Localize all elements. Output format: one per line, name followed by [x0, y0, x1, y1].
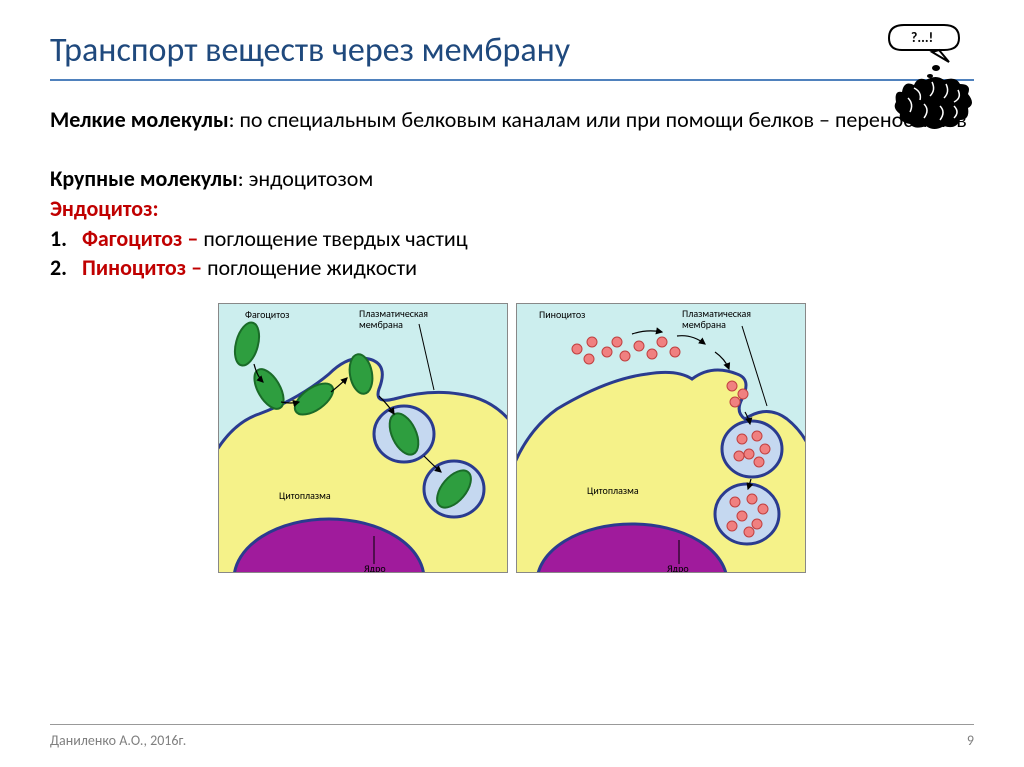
footer-page-number: 9 — [967, 732, 974, 749]
label-pino-title: Пиноцитоз — [539, 308, 585, 321]
num-1: 1. — [50, 224, 82, 254]
label-phago-nucleus: Ядро — [364, 562, 386, 573]
slide-title: Транспорт веществ через мембрану — [50, 30, 974, 71]
content-block: Мелкие молекулы: по специальным белковым… — [50, 105, 974, 283]
label-pino-cytoplasm: Цитоплазма — [587, 484, 639, 497]
footer-divider — [50, 724, 974, 725]
list-item-1: 1. Фагоцитоз – поглощение твердых частиц — [50, 224, 974, 254]
large-label: Крупные молекулы — [50, 165, 238, 192]
num-2: 2. — [50, 253, 82, 283]
svg-text:?...!: ?...! — [911, 29, 933, 46]
brain-think-icon: ?...! — [884, 20, 984, 130]
label-pino-nucleus: Ядро — [667, 562, 689, 573]
footer-author: Даниленко А.О., 2016г. — [50, 732, 186, 749]
large-molecules-line: Крупные молекулы: эндоцитозом — [50, 164, 974, 194]
small-text: : по специальным белковым каналам или пр… — [229, 106, 967, 133]
diagram-container: Фагоцитоз Плазматическаямембрана Цитопла… — [50, 303, 974, 573]
phago-text: поглощение твердых частиц — [203, 225, 467, 252]
label-phago-membrane: Плазматическаямембрана — [359, 308, 428, 330]
pino-name: Пиноцитоз – — [82, 254, 207, 281]
endocytosis-heading: Эндоцитоз: — [50, 194, 974, 224]
title-underline — [50, 79, 974, 81]
label-phago-title: Фагоцитоз — [245, 308, 289, 321]
phagocytosis-panel: Фагоцитоз Плазматическаямембрана Цитопла… — [218, 303, 508, 573]
slide: ?...! Транспорт веществ через мембрану М… — [0, 0, 1024, 767]
phago-name: Фагоцитоз – — [82, 225, 203, 252]
large-text: : эндоцитозом — [238, 165, 374, 192]
list-item-2: 2. Пиноцитоз – поглощение жидкости — [50, 253, 974, 283]
label-phago-cytoplasm: Цитоплазма — [279, 489, 331, 502]
small-molecules-line: Мелкие молекулы: по специальным белковым… — [50, 105, 974, 135]
pinocytosis-panel: Пиноцитоз Плазматическаямембрана Цитопла… — [516, 303, 806, 573]
label-pino-membrane: Плазматическаямембрана — [682, 308, 751, 330]
pino-text: поглощение жидкости — [207, 254, 417, 281]
small-label: Мелкие молекулы — [50, 106, 229, 133]
